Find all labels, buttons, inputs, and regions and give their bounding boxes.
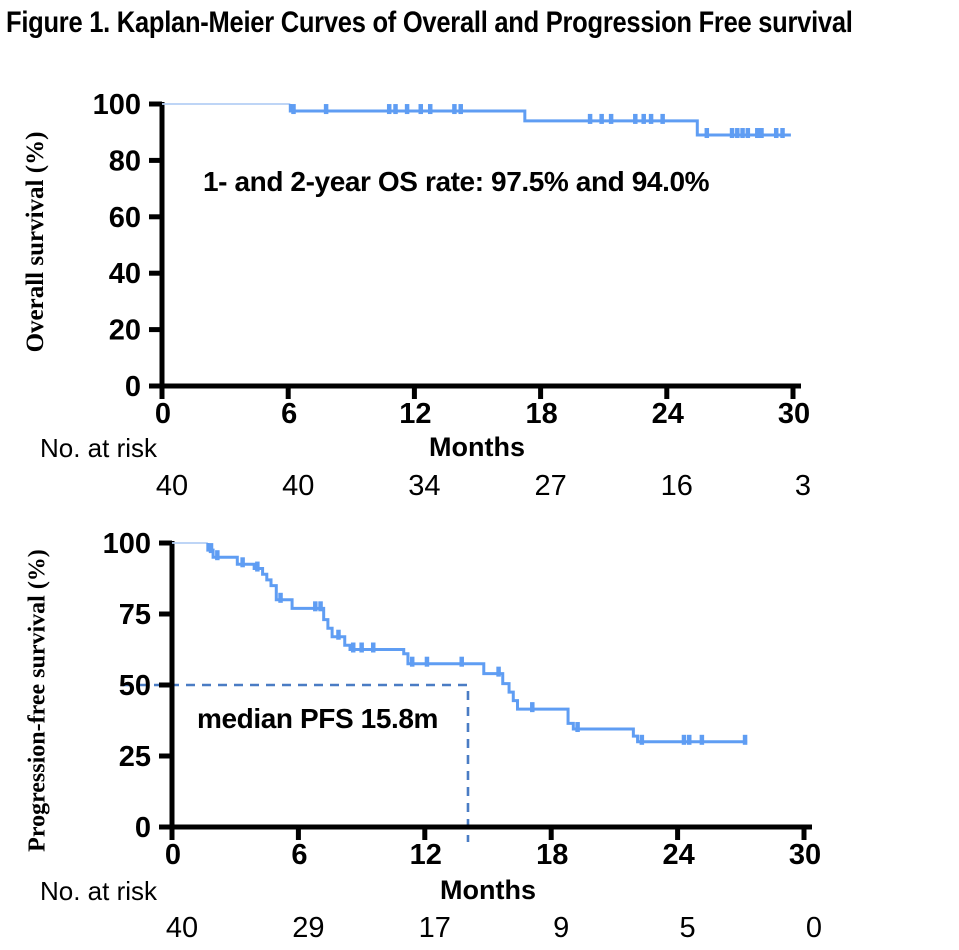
censor-tick <box>729 128 735 139</box>
risk-count: 29 <box>292 912 324 944</box>
censor-tick <box>759 128 764 139</box>
censor-tick <box>323 104 329 115</box>
censor-tick <box>608 113 614 124</box>
censor-tick <box>393 104 398 115</box>
x-tick-label: 18 <box>525 398 557 430</box>
risk-count: 3 <box>795 470 811 502</box>
x-tick-label: 6 <box>281 398 297 430</box>
censor-tick <box>660 113 665 124</box>
figure-title: Figure 1. Kaplan-Meier Curves of Overall… <box>6 6 853 39</box>
censor-tick <box>648 113 654 124</box>
censor-tick <box>278 592 283 603</box>
censor-tick <box>699 734 705 745</box>
os-x-axis-label: Months <box>429 432 525 462</box>
censor-tick <box>773 128 779 139</box>
pfs-no-at-risk-label: No. at risk <box>40 876 158 906</box>
censor-tick <box>359 642 364 653</box>
censor-tick <box>318 601 323 612</box>
risk-count: 16 <box>661 470 693 502</box>
x-tick-label: 6 <box>291 839 307 871</box>
risk-count: 9 <box>553 912 569 944</box>
censor-tick <box>530 702 535 713</box>
censor-tick <box>633 113 638 124</box>
risk-count: 40 <box>166 912 198 944</box>
y-tick-label: 25 <box>119 741 151 773</box>
pfs-x-axis-label: Months <box>440 875 536 905</box>
censor-tick <box>291 104 296 115</box>
y-tick-label: 100 <box>93 89 141 121</box>
censor-tick <box>215 550 220 561</box>
censor-tick <box>780 128 785 139</box>
chart-overall-survival: 0 20 40 60 80 100 0 40 6 40 12 34 18 27 24 16 30 3 <box>93 89 811 502</box>
censor-tick <box>575 722 580 733</box>
censor-tick <box>313 601 318 612</box>
censor-tick <box>641 113 646 124</box>
km-curve <box>206 543 748 744</box>
censor-tick <box>452 104 457 115</box>
censor-tick <box>599 113 604 124</box>
censor-tick <box>740 128 745 139</box>
os-rate-annotation: 1- and 2-year OS rate: 97.5% and 94.0% <box>203 166 710 197</box>
y-tick-label: 80 <box>109 145 141 177</box>
y-tick-label: 0 <box>135 812 151 844</box>
censor-tick <box>255 561 260 572</box>
x-tick-label: 12 <box>399 398 431 430</box>
censor-tick <box>742 734 748 745</box>
censor-tick <box>458 104 463 115</box>
os-no-at-risk-label: No. at risk <box>40 433 158 463</box>
risk-count: 5 <box>680 912 696 944</box>
censor-tick <box>370 642 376 653</box>
censor-tick <box>427 104 433 115</box>
censor-tick <box>745 128 751 139</box>
censor-tick <box>459 656 464 667</box>
risk-count: 0 <box>806 912 822 944</box>
os-y-axis-label: Overall survival (%) <box>22 131 49 353</box>
x-tick-label: 18 <box>536 839 568 871</box>
censor-tick <box>686 734 692 745</box>
risk-count: 17 <box>419 912 451 944</box>
y-tick-label: 50 <box>119 670 151 702</box>
risk-count: 34 <box>408 470 440 502</box>
median-pfs-annotation: median PFS 15.8m <box>197 703 439 734</box>
x-tick-label: 12 <box>410 839 442 871</box>
censor-tick <box>208 543 214 554</box>
censor-tick <box>755 128 760 139</box>
censor-tick <box>404 104 410 115</box>
censor-tick <box>336 629 341 640</box>
x-tick-label: 30 <box>778 398 810 430</box>
censor-tick <box>681 734 687 745</box>
x-tick-label: 24 <box>652 398 684 430</box>
y-tick-label: 0 <box>125 371 141 403</box>
pfs-y-axis-label: Progression-free survival (%) <box>24 549 51 852</box>
risk-count: 40 <box>282 470 314 502</box>
censor-tick <box>587 113 593 124</box>
y-tick-label: 60 <box>109 202 141 234</box>
censor-tick <box>424 656 430 667</box>
censor-tick <box>639 734 645 745</box>
km-curve <box>288 104 791 137</box>
censor-tick <box>409 656 415 667</box>
chart-progression-free-survival: 0 25 50 75 100 0 40 6 29 12 17 18 9 24 5 30 0 <box>103 528 822 944</box>
x-tick-label: 30 <box>789 839 821 871</box>
x-tick-label: 0 <box>165 839 181 871</box>
censor-tick <box>496 666 501 677</box>
y-tick-label: 40 <box>109 258 141 290</box>
y-tick-label: 100 <box>103 528 151 560</box>
censor-tick <box>350 642 356 653</box>
risk-count: 27 <box>534 470 566 502</box>
x-tick-label: 0 <box>155 398 171 430</box>
median-dashed-line <box>122 683 470 842</box>
y-tick-label: 20 <box>109 315 141 347</box>
x-tick-label: 24 <box>662 839 694 871</box>
censor-tick <box>704 128 710 139</box>
censor-tick <box>735 128 740 139</box>
censor-tick <box>418 104 424 115</box>
y-tick-label: 75 <box>119 599 151 631</box>
censor-tick <box>386 104 392 115</box>
censor-tick <box>240 557 245 568</box>
risk-count: 40 <box>156 470 188 502</box>
